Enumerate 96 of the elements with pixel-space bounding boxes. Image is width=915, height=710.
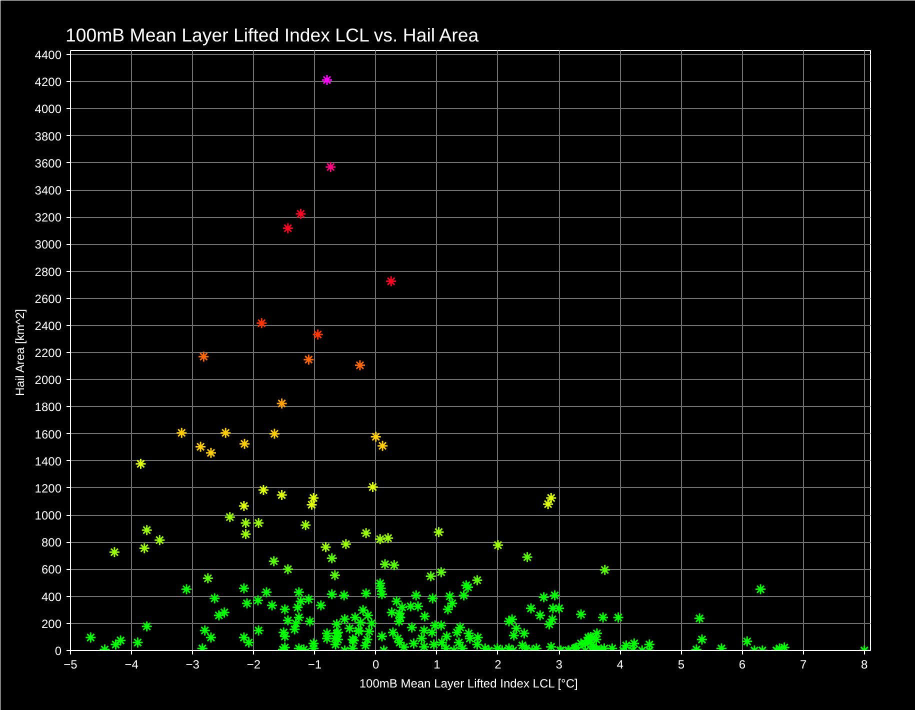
point (379, 558, 391, 570)
x-tick-label: −5 (64, 658, 78, 672)
y-tick-label: 600 (41, 562, 62, 577)
y-tick-label: 2000 (34, 373, 62, 388)
point (282, 222, 294, 234)
y-tick-label: 3800 (34, 129, 62, 144)
y-tick-label: 2600 (34, 292, 62, 306)
point (360, 527, 372, 539)
y-tick-label: 1800 (34, 400, 62, 414)
y-tick-label: 0 (54, 644, 62, 658)
point (382, 532, 394, 544)
x-tick-label: −4 (124, 658, 139, 672)
point (306, 499, 318, 511)
point (542, 498, 554, 510)
y-tick-label: 4400 (34, 48, 62, 62)
y-tick-label: 200 (41, 616, 62, 631)
point (374, 533, 386, 545)
y-tick-label: 3000 (34, 238, 62, 252)
point (224, 511, 236, 523)
point (176, 427, 188, 439)
y-tick-label: 2800 (34, 264, 62, 279)
y-tick-label: 3200 (34, 210, 62, 225)
point (599, 564, 611, 576)
point (238, 500, 250, 512)
point (240, 528, 252, 540)
point (312, 328, 324, 340)
point (198, 350, 210, 362)
point (471, 574, 483, 586)
point (388, 559, 400, 571)
y-tick-label: 1000 (34, 508, 62, 523)
point (282, 563, 294, 575)
point (329, 569, 341, 581)
point (141, 524, 153, 536)
point (425, 570, 437, 582)
y-tick-label: 3600 (34, 156, 62, 170)
point (276, 489, 288, 501)
point (376, 440, 388, 452)
x-axis-title: 100mB Mean Layer Lifted Index LCL [°C] (359, 676, 578, 690)
y-tick-label: 400 (41, 590, 62, 604)
point (268, 555, 280, 567)
x-tick-label: 3 (556, 658, 563, 672)
point (238, 438, 250, 450)
x-tick-label: −2 (246, 658, 261, 672)
y-tick-label: 3400 (34, 184, 62, 198)
point (268, 428, 280, 440)
y-tick-label: 2200 (34, 346, 62, 360)
x-tick-label: 5 (678, 658, 685, 672)
x-tick-label: 8 (861, 658, 868, 672)
point (138, 542, 150, 554)
point (320, 541, 332, 553)
point (276, 398, 288, 410)
x-tick-label: −3 (186, 658, 200, 672)
point (256, 317, 268, 329)
x-tick-label: 0 (372, 658, 380, 672)
point (321, 74, 333, 86)
point (367, 481, 379, 493)
point (240, 517, 252, 529)
y-tick-label: 1400 (34, 454, 62, 468)
point (302, 354, 314, 366)
point (385, 276, 397, 288)
x-tick-label: 7 (800, 658, 807, 672)
point (258, 484, 270, 496)
point (340, 538, 352, 550)
point (432, 526, 444, 538)
point (108, 546, 120, 558)
chart-title: 100mB Mean Layer Lifted Index LCL vs. Hail Area (66, 24, 480, 46)
y-axis-title: Hail Area [km^2] (12, 308, 27, 396)
point (154, 534, 166, 546)
point (134, 458, 146, 470)
x-tick-label: 2 (494, 658, 502, 672)
point (294, 208, 306, 220)
point (435, 566, 447, 578)
point (326, 552, 338, 564)
y-tick-label: 1200 (34, 481, 62, 496)
point (324, 161, 336, 173)
point (205, 447, 217, 459)
x-tick-label: −1 (308, 658, 322, 672)
point (300, 519, 312, 531)
point (202, 572, 214, 584)
point (308, 492, 320, 504)
y-tick-label: 4000 (34, 102, 62, 116)
point (370, 431, 382, 443)
point (522, 551, 534, 563)
point (220, 427, 232, 439)
y-tick-label: 800 (41, 536, 62, 550)
point (545, 492, 557, 504)
point (354, 360, 366, 372)
y-tick-label: 1600 (34, 427, 62, 442)
y-tick-label: 2400 (34, 318, 62, 333)
y-tick-label: 4200 (34, 75, 62, 90)
x-tick-label: 4 (616, 658, 624, 672)
point (252, 517, 264, 529)
point (492, 539, 504, 551)
point (194, 441, 206, 453)
x-tick-label: 6 (738, 658, 746, 672)
x-tick-label: 1 (434, 658, 441, 672)
